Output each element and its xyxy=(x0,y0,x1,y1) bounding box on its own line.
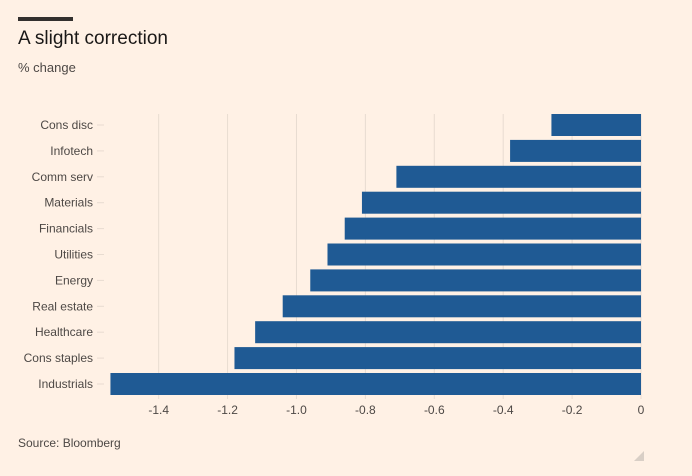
x-tick-label: -0.6 xyxy=(424,403,445,417)
category-label: Materials xyxy=(44,196,93,210)
category-label: Real estate xyxy=(32,299,93,313)
bar xyxy=(327,243,641,266)
category-label: Industrials xyxy=(38,377,93,391)
bar xyxy=(551,114,641,136)
resize-corner-icon xyxy=(634,451,644,461)
category-label: Cons disc xyxy=(40,118,93,132)
x-tick-label: -1.4 xyxy=(148,403,169,417)
bar xyxy=(396,165,641,188)
x-tick-label: -1.2 xyxy=(217,403,238,417)
category-label: Cons staples xyxy=(24,351,93,365)
category-label: Energy xyxy=(55,273,93,287)
bar xyxy=(282,295,641,318)
bar xyxy=(361,191,641,214)
chart-subtitle: % change xyxy=(18,60,76,75)
category-label: Utilities xyxy=(54,248,93,262)
category-label: Healthcare xyxy=(35,325,93,339)
bar xyxy=(255,321,641,344)
x-tick-label: -0.4 xyxy=(493,403,514,417)
source-note: Source: Bloomberg xyxy=(18,436,121,450)
category-label: Financials xyxy=(39,222,93,236)
title-rule xyxy=(18,17,73,21)
bar xyxy=(234,347,642,370)
category-label: Comm serv xyxy=(32,170,93,184)
bar xyxy=(344,217,641,240)
x-tick-label: -1.0 xyxy=(286,403,307,417)
chart-title: A slight correction xyxy=(18,28,168,49)
bar xyxy=(310,269,641,292)
x-tick-label: 0 xyxy=(638,403,645,417)
bar xyxy=(110,373,641,395)
x-tick-label: -0.2 xyxy=(562,403,583,417)
x-tick-label: -0.8 xyxy=(355,403,376,417)
bar xyxy=(510,139,641,162)
category-label: Infotech xyxy=(50,144,93,158)
